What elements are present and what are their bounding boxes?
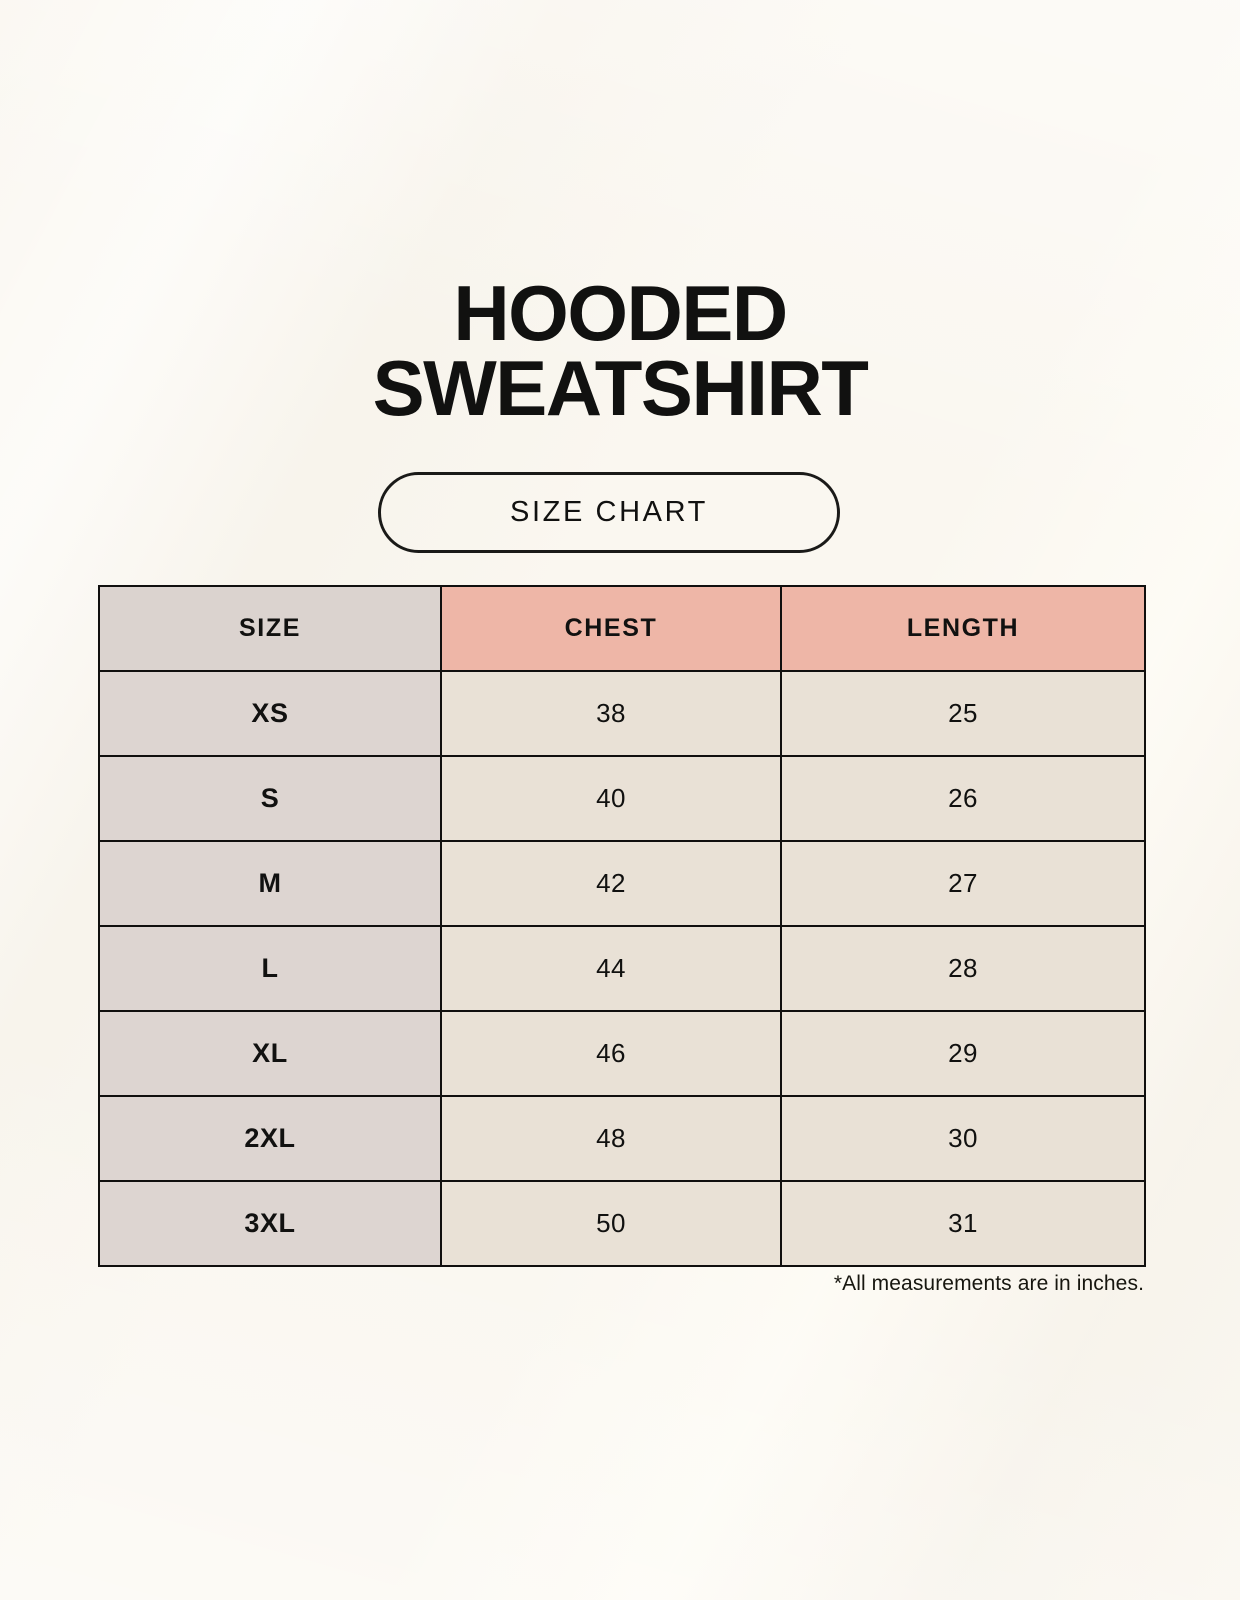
cell-size: 3XL [98,1180,442,1267]
cell-size: M [98,840,442,927]
cell-length: 29 [780,1010,1146,1097]
size-chart-badge-label: SIZE CHART [510,496,708,528]
cell-chest: 42 [440,840,782,927]
cell-size: S [98,755,442,842]
cell-size: L [98,925,442,1012]
cell-length: 28 [780,925,1146,1012]
cell-length: 26 [780,755,1146,842]
size-chart-table: SIZE CHEST LENGTH XS 38 25 S 40 26 M 42 … [98,585,1146,1267]
table-row: L 44 28 [98,925,1146,1012]
cell-chest: 40 [440,755,782,842]
table-header-row: SIZE CHEST LENGTH [98,585,1146,672]
table-body: XS 38 25 S 40 26 M 42 27 L 44 28 XL 46 [98,670,1146,1267]
size-chart-badge: SIZE CHART [378,472,840,553]
cell-length: 25 [780,670,1146,757]
table-header: SIZE CHEST LENGTH [98,585,1146,672]
cell-chest: 46 [440,1010,782,1097]
cell-length: 27 [780,840,1146,927]
page-title: HOODED SWEATSHIRT [372,269,869,432]
cell-size: XL [98,1010,442,1097]
cell-chest: 48 [440,1095,782,1182]
table-row: XS 38 25 [98,670,1146,757]
table-row: M 42 27 [98,840,1146,927]
cell-chest: 50 [440,1180,782,1267]
column-header-chest: CHEST [440,585,782,672]
cell-length: 31 [780,1180,1146,1267]
measurement-units-note: *All measurements are in inches. [833,1272,1144,1295]
column-header-length: LENGTH [780,585,1146,672]
table-row: 2XL 48 30 [98,1095,1146,1182]
table-row: 3XL 50 31 [98,1180,1146,1267]
cell-size: XS [98,670,442,757]
cell-chest: 44 [440,925,782,1012]
cell-size: 2XL [98,1095,442,1182]
cell-length: 30 [780,1095,1146,1182]
table-row: S 40 26 [98,755,1146,842]
table-row: XL 46 29 [98,1010,1146,1097]
column-header-size: SIZE [98,585,442,672]
cell-chest: 38 [440,670,782,757]
